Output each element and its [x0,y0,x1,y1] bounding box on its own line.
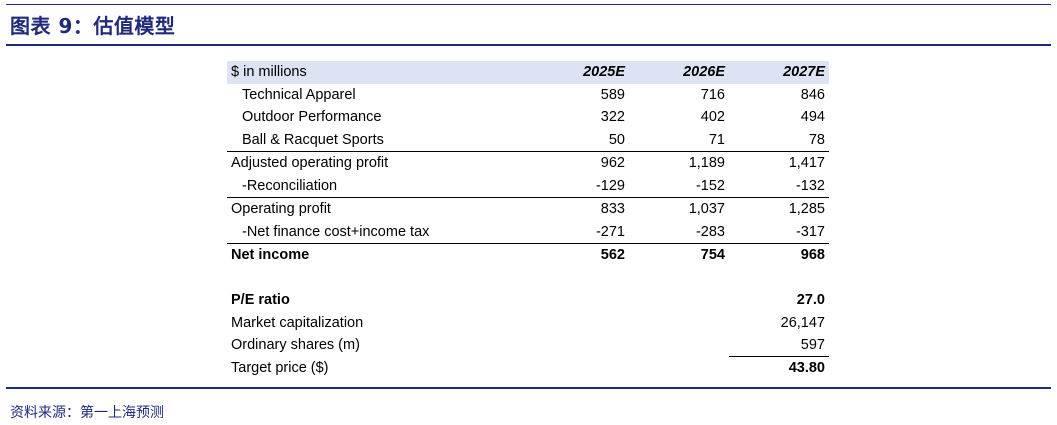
table-row-technical-apparel: Technical Apparel 589 716 846 [227,84,829,107]
row-label: Technical Apparel [242,86,356,103]
header-label: $ in millions [231,64,307,80]
cell-2025: -129 [595,177,625,194]
valuation-row-market-cap: Market capitalization 26,147 [227,312,829,335]
cell-2027: 494 [800,109,825,125]
cell-2025: 562 [600,247,625,263]
table-spacer [227,267,829,290]
row-label: Adjusted operating profit [231,155,389,171]
cell-2027: -132 [795,177,825,194]
cell-2027: 1,417 [788,155,825,171]
cell-2027: 968 [800,247,825,263]
table-header-row: $ in millions 2025E 2026E 2027E [227,61,829,84]
cell-2025: 962 [600,155,625,171]
table-row-ball-racquet-sports: Ball & Racquet Sports 50 71 78 [227,129,829,152]
cell-2027: 78 [808,131,825,148]
table-row-net-finance-cost-income-tax: -Net finance cost+income tax -271 -283 -… [227,221,829,244]
valuation-row-pe-ratio: P/E ratio 27.0 [227,289,829,312]
bottom-rule [6,387,1051,389]
row-label: Outdoor Performance [242,109,382,125]
cell-value: 27.0 [796,292,825,308]
table-row-operating-profit: Operating profit 833 1,037 1,285 [227,198,829,221]
cell-2026: 754 [700,247,725,263]
table-row-outdoor-performance: Outdoor Performance 322 402 494 [227,106,829,129]
header-col-2026: 2026E [683,64,725,80]
title-rule [6,44,1051,46]
cell-2026: 1,189 [688,155,725,171]
cell-2025: 322 [600,109,625,125]
cell-2027: -317 [795,223,825,240]
cell-2026: 71 [708,131,725,148]
row-label: Ball & Racquet Sports [242,131,384,148]
cell-2026: 1,037 [688,201,725,217]
cell-2026: 716 [700,86,725,103]
row-label: Net income [231,247,310,263]
figure-title: 图表 9：估值模型 [10,14,176,38]
cell-2025: -271 [595,223,625,240]
header-col-2025: 2025E [583,64,625,80]
row-label: Ordinary shares (m) [231,337,360,353]
table-row-adjusted-operating-profit: Adjusted operating profit 962 1,189 1,41… [227,152,829,175]
table-row-net-income: Net income 562 754 968 [227,244,829,267]
row-label: -Reconciliation [242,177,338,194]
row-label: -Net finance cost+income tax [242,223,430,240]
top-rule [6,4,1051,5]
valuation-table: $ in millions 2025E 2026E 2027E Technica… [227,61,829,379]
value-underline [729,356,829,357]
cell-2025: 833 [600,201,625,217]
source-note: 资料来源：第一上海预测 [10,405,164,421]
cell-value: 26,147 [780,314,825,331]
cell-2026: 402 [700,109,725,125]
cell-2027: 846 [800,86,825,103]
row-label: Target price ($) [231,359,329,376]
row-label: Operating profit [231,201,331,217]
cell-2026: -283 [695,223,725,240]
cell-value: 597 [800,337,825,353]
cell-2025: 50 [608,131,625,148]
cell-value: 43.80 [788,359,825,376]
table-row-reconciliation: -Reconciliation -129 -152 -132 [227,175,829,198]
cell-2025: 589 [600,86,625,103]
header-col-2027: 2027E [783,64,825,80]
cell-2027: 1,285 [788,201,825,217]
valuation-row-ordinary-shares: Ordinary shares (m) 597 [227,334,829,357]
row-label: Market capitalization [231,314,364,331]
valuation-row-target-price: Target price ($) 43.80 [227,357,829,380]
row-label: P/E ratio [231,292,290,308]
cell-2026: -152 [695,177,725,194]
